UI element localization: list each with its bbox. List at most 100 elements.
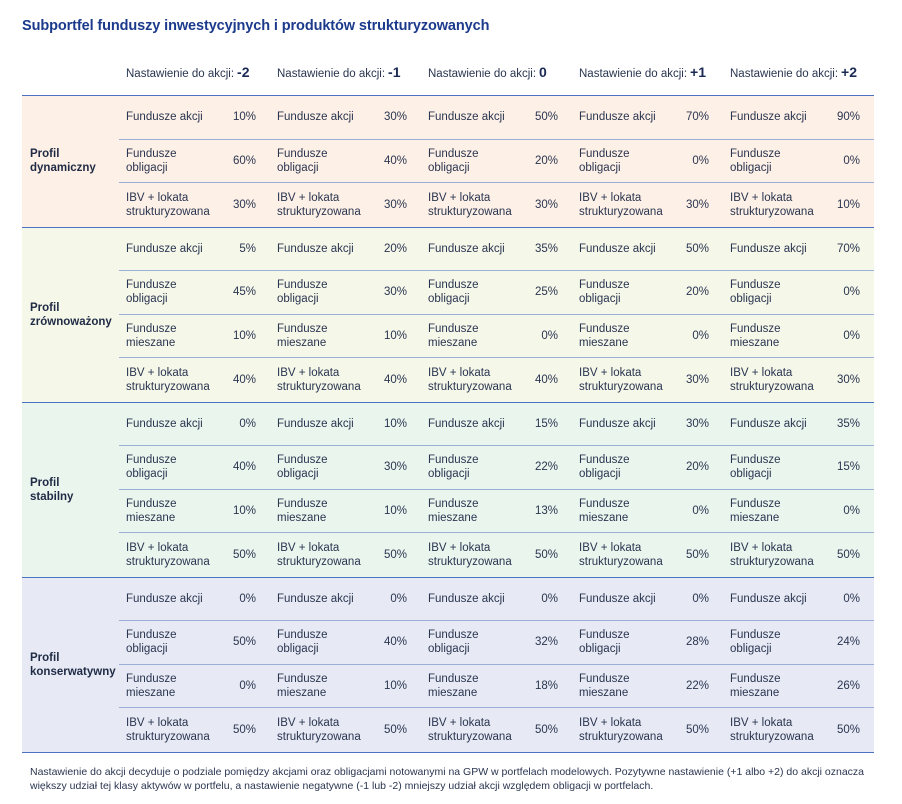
table-cell: Fundusze mieszane 10% (119, 315, 270, 358)
profile-name: Profil konserwatywny (30, 651, 116, 678)
table-cell: Fundusze obligacji 25% (421, 271, 572, 314)
table-cell: Fundusze obligacji 0% (723, 140, 874, 183)
asset-label: Fundusze akcji (126, 242, 203, 255)
allocation-value: 30% (232, 198, 256, 211)
header-label: Nastawienie do akcji: (428, 68, 537, 80)
asset-label: Fundusze obligacji (579, 279, 630, 306)
table-row: IBV + lokata strukturyzowana 50% IBV + lok… (119, 708, 874, 752)
allocation-value: 20% (685, 286, 709, 299)
asset-label: IBV + lokata strukturyzowana (730, 541, 814, 568)
allocation-value: 90% (836, 111, 860, 124)
allocation-value: 10% (232, 111, 256, 124)
profile-block: Profil zrównoważony Fundusze akcji 5% Fundus… (22, 227, 874, 403)
asset-label: Fundusze mieszane (730, 322, 781, 349)
asset-label: IBV + lokata strukturyzowana (428, 716, 512, 743)
allocation-value: 30% (836, 373, 860, 386)
table-cell: Fundusze mieszane 10% (119, 490, 270, 533)
allocation-value: 22% (685, 679, 709, 692)
profile-block: Profil konserwatywny Fundusze akcji 0% Fundu… (22, 577, 874, 753)
allocation-value: 10% (232, 504, 256, 517)
asset-label: Fundusze akcji (277, 417, 354, 430)
allocation-value: 10% (383, 329, 407, 342)
table-cell: IBV + lokata strukturyzowana 50% (119, 708, 270, 752)
asset-label: Fundusze obligacji (428, 279, 479, 306)
header-cell: Nastawienie do akcji: +2 (723, 64, 874, 88)
asset-label: Fundusze obligacji (126, 454, 177, 481)
allocation-value: 0% (239, 679, 256, 692)
header-level: +1 (690, 64, 706, 80)
table-cell: IBV + lokata strukturyzowana 30% (270, 183, 421, 227)
asset-label: IBV + lokata strukturyzowana (277, 191, 361, 218)
table-cell: IBV + lokata strukturyzowana 30% (723, 358, 874, 402)
asset-label: Fundusze mieszane (126, 497, 177, 524)
allocation-value: 30% (685, 417, 709, 430)
profile-name: Profil zrównoważony (30, 301, 112, 328)
allocation-value: 22% (534, 461, 558, 474)
table-cell: Fundusze mieszane 22% (572, 665, 723, 708)
allocation-value: 0% (390, 592, 407, 605)
table-cell: Fundusze obligacji 22% (421, 446, 572, 489)
allocation-value: 40% (534, 373, 558, 386)
allocation-value: 0% (692, 592, 709, 605)
asset-label: Fundusze mieszane (277, 497, 328, 524)
allocation-value: 40% (383, 373, 407, 386)
table-cell: Fundusze mieszane 10% (270, 665, 421, 708)
table-cell: Fundusze obligacji 24% (723, 621, 874, 664)
table-cell: Fundusze akcji 70% (572, 96, 723, 139)
asset-label: Fundusze obligacji (126, 629, 177, 656)
asset-label: Fundusze akcji (277, 111, 354, 124)
allocation-value: 50% (232, 636, 256, 649)
asset-label: Fundusze akcji (126, 417, 203, 430)
table-cell: IBV + lokata strukturyzowana 50% (270, 533, 421, 577)
asset-label: Fundusze mieszane (277, 672, 328, 699)
asset-label: Fundusze obligacji (579, 147, 630, 174)
allocation-value: 35% (534, 242, 558, 255)
allocation-value: 50% (534, 548, 558, 561)
table-cell: Fundusze akcji 5% (119, 228, 270, 271)
asset-label: Fundusze mieszane (730, 497, 781, 524)
asset-label: Fundusze obligacji (428, 629, 479, 656)
table-cell: Fundusze akcji 0% (119, 403, 270, 446)
table-cell: IBV + lokata strukturyzowana 10% (723, 183, 874, 227)
profile-name: Profil dynamiczny (30, 148, 96, 175)
table-row: Fundusze mieszane 10% Fundusze mieszane 10%… (119, 490, 874, 533)
asset-label: Fundusze obligacji (730, 629, 781, 656)
asset-label: Fundusze mieszane (126, 322, 177, 349)
asset-label: Fundusze obligacji (730, 279, 781, 306)
allocation-value: 30% (383, 111, 407, 124)
allocation-value: 0% (541, 592, 558, 605)
allocation-value: 50% (383, 723, 407, 736)
allocation-value: 10% (232, 329, 256, 342)
table-cell: Fundusze mieszane 26% (723, 665, 874, 708)
allocation-value: 50% (383, 548, 407, 561)
asset-label: IBV + lokata strukturyzowana (579, 716, 663, 743)
asset-label: IBV + lokata strukturyzowana (428, 191, 512, 218)
asset-label: Fundusze akcji (428, 417, 505, 430)
allocation-value: 50% (836, 723, 860, 736)
allocation-value: 50% (534, 111, 558, 124)
table-row: IBV + lokata strukturyzowana 40% IBV + lok… (119, 358, 874, 402)
table-cell: Fundusze mieszane 0% (572, 490, 723, 533)
asset-label: IBV + lokata strukturyzowana (126, 541, 210, 568)
asset-label: Fundusze akcji (126, 111, 203, 124)
table-cell: Fundusze obligacji 32% (421, 621, 572, 664)
allocation-value: 0% (843, 329, 860, 342)
table-cell: Fundusze mieszane 10% (270, 490, 421, 533)
asset-label: IBV + lokata strukturyzowana (579, 366, 663, 393)
asset-label: Fundusze akcji (730, 242, 807, 255)
table-cell: Fundusze akcji 10% (119, 96, 270, 139)
asset-label: Fundusze akcji (428, 111, 505, 124)
table-cell: IBV + lokata strukturyzowana 50% (421, 533, 572, 577)
page-title: Subportfel funduszy inwestycyjnych i pro… (22, 18, 490, 34)
table-cell: Fundusze obligacji 0% (572, 140, 723, 183)
asset-label: Fundusze obligacji (428, 147, 479, 174)
asset-label: Fundusze obligacji (277, 629, 328, 656)
header-level: +2 (841, 64, 857, 80)
asset-label: Fundusze mieszane (428, 322, 479, 349)
profile-block: Profil dynamiczny Fundusze akcji 10% Fundusz… (22, 96, 874, 228)
asset-label: Fundusze mieszane (730, 672, 781, 699)
asset-label: Fundusze obligacji (277, 147, 328, 174)
table-row: IBV + lokata strukturyzowana 30% IBV + lok… (119, 183, 874, 227)
allocation-value: 30% (685, 198, 709, 211)
asset-label: Fundusze obligacji (579, 629, 630, 656)
